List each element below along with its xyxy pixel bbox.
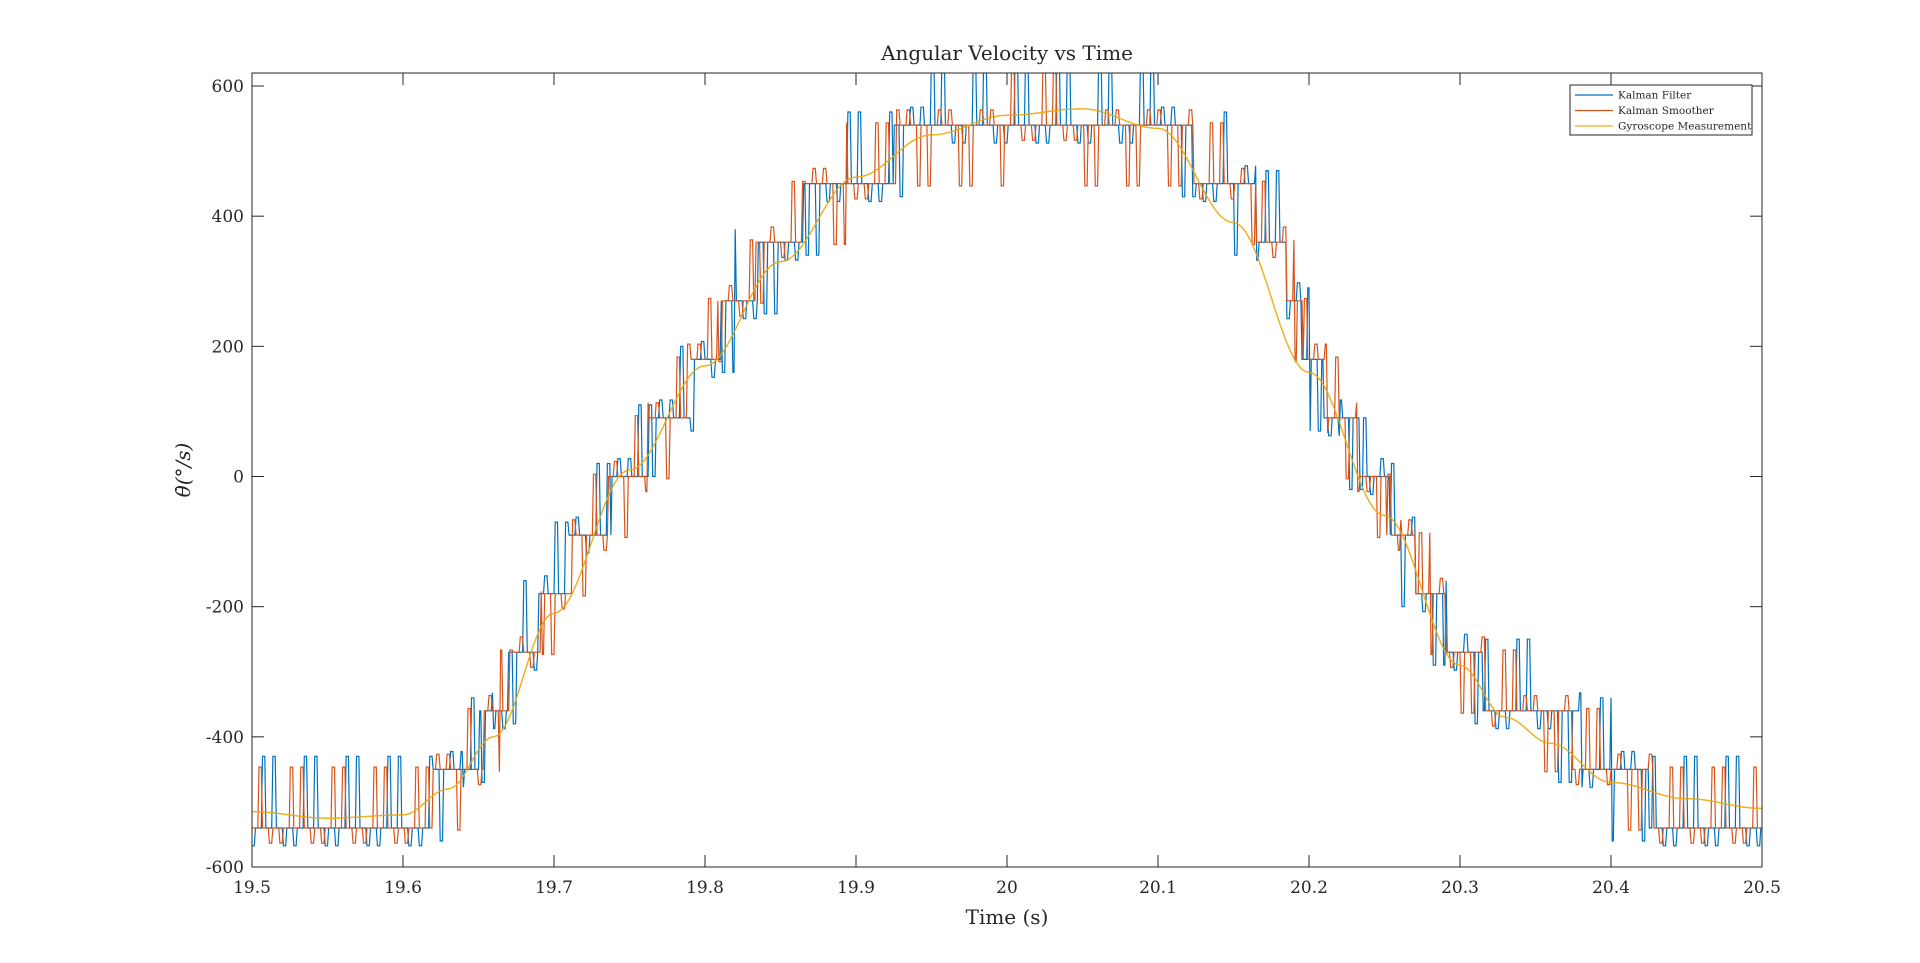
x-tick-label: 19.8 — [686, 878, 724, 898]
legend: Kalman Filter Kalman Smoother Gyroscope Me… — [1569, 84, 1753, 136]
legend-label: Kalman Filter — [1618, 90, 1692, 102]
series-line-kalman-smoother — [252, 73, 1762, 844]
chart-title: Angular Velocity vs Time — [880, 41, 1133, 65]
x-tick-label: 20.5 — [1743, 878, 1781, 898]
x-axis-ticks: 19.5 19.6 19.7 19.8 19.9 20 20.1 20.2 20.3 20.4 20… — [233, 73, 1781, 898]
y-tick-label: 600 — [212, 77, 244, 97]
axes-area: 19.5 19.6 19.7 19.8 19.9 20 20.1 20.2 20.3 20.4 20… — [206, 72, 1781, 898]
x-tick-label: 20.2 — [1290, 878, 1328, 898]
x-tick-label: 19.5 — [233, 878, 271, 898]
x-tick-label: 20 — [996, 878, 1018, 898]
y-tick-label: 0 — [233, 468, 244, 488]
plot-background — [252, 73, 1762, 867]
y-axis-ticks: -600 -400 -200 0 200 400 600 — [206, 77, 1762, 878]
legend-label: Gyroscope Measurement — [1618, 121, 1752, 133]
x-tick-label: 19.9 — [837, 878, 875, 898]
x-tick-label: 20.3 — [1441, 878, 1479, 898]
y-tick-label: 400 — [212, 207, 244, 227]
series-layer — [252, 73, 1762, 847]
x-tick-label: 19.7 — [535, 878, 573, 898]
x-tick-label: 20.1 — [1139, 878, 1177, 898]
y-axis-label: θ̇(°/s) — [171, 443, 195, 498]
x-tick-label: 20.4 — [1592, 878, 1630, 898]
y-tick-label: -600 — [206, 858, 244, 878]
x-axis-label: Time (s) — [966, 905, 1049, 929]
series-line-gyroscope-overlay — [252, 108, 1762, 819]
x-tick-label: 19.6 — [384, 878, 422, 898]
legend-label: Kalman Smoother — [1618, 105, 1715, 117]
y-tick-label: -200 — [206, 598, 244, 618]
y-tick-label: 200 — [212, 337, 244, 357]
y-tick-label: -400 — [206, 728, 244, 748]
